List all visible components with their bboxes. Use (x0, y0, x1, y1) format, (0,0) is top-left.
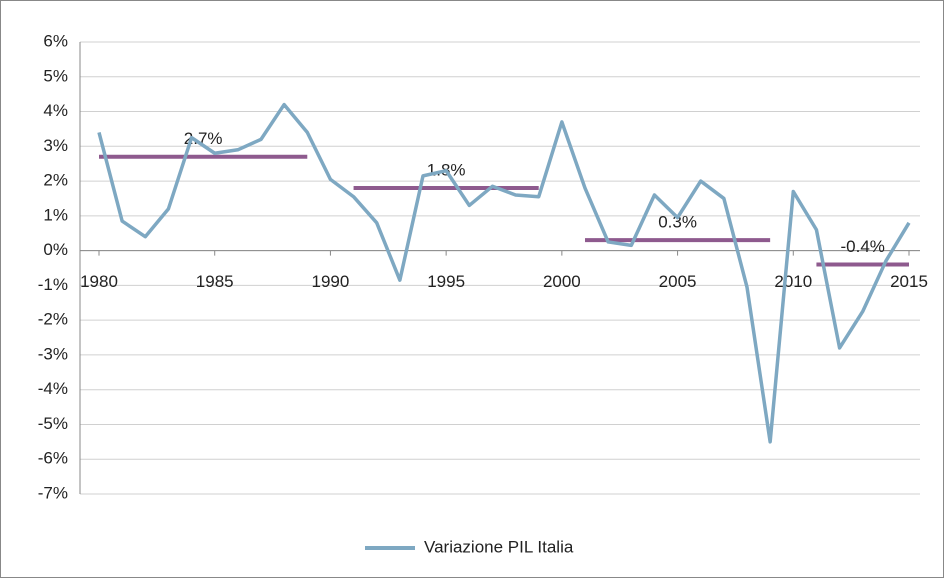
y-tick-label: -4% (38, 379, 68, 398)
x-tick-label: 2000 (543, 272, 581, 291)
y-tick-label: -2% (38, 310, 68, 329)
y-tick-label: -5% (38, 414, 68, 433)
y-tick-label: 5% (43, 66, 68, 85)
x-tick-label: 1990 (312, 272, 350, 291)
average-label: 0.3% (658, 213, 697, 232)
y-tick-label: 6% (43, 31, 68, 50)
x-tick-label: 2010 (774, 272, 812, 291)
y-tick-label: 1% (43, 205, 68, 224)
x-tick-label: 1995 (427, 272, 465, 291)
legend-label: Variazione PIL Italia (424, 537, 574, 556)
data-line (97, 102, 911, 444)
average-label: -0.4% (841, 237, 885, 256)
y-tick-label: -1% (38, 275, 68, 294)
average-label: 2.7% (184, 129, 223, 148)
x-tick-label: 1980 (80, 272, 118, 291)
y-tick-label: -6% (38, 449, 68, 468)
y-tick-label: -7% (38, 483, 68, 502)
y-tick-label: 2% (43, 171, 68, 190)
x-tick-label: 2005 (659, 272, 697, 291)
y-tick-label: 3% (43, 136, 68, 155)
y-tick-label: 4% (43, 101, 68, 120)
x-tick-label: 1985 (196, 272, 234, 291)
y-tick-label: -3% (38, 344, 68, 363)
y-tick-label: 0% (43, 240, 68, 259)
x-tick-label: 2015 (890, 272, 928, 291)
